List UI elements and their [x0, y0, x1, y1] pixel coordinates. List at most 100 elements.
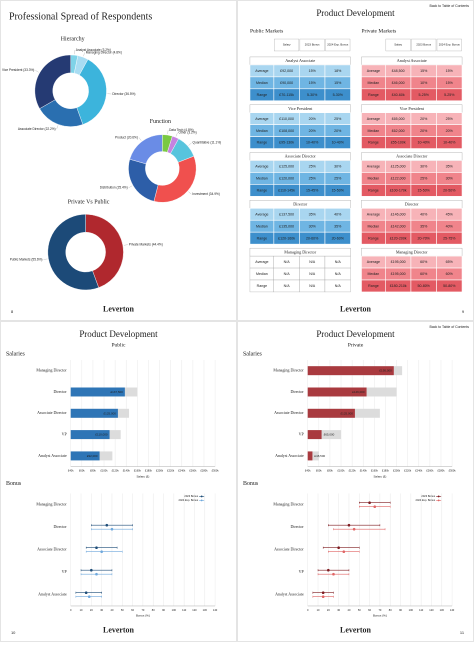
- cell-value: £135,000: [279, 224, 294, 228]
- cell-value: 35%: [334, 224, 342, 228]
- toc-link[interactable]: Back to Table of Contents: [430, 325, 470, 329]
- donut-slice: [154, 156, 196, 202]
- column-header: Salary: [283, 43, 291, 47]
- cell-value: 45%: [446, 212, 454, 216]
- bonus-dot: [368, 501, 371, 504]
- cell-value: 40%: [420, 212, 428, 216]
- x-tick-label: 80: [389, 608, 392, 612]
- value-label: £125,000: [341, 411, 354, 415]
- cell-value: £122,000: [391, 177, 406, 181]
- category-label: Director: [290, 389, 304, 394]
- x-tick-label: £180k: [145, 469, 153, 473]
- section-title: Salaries: [243, 351, 263, 357]
- x-axis-label: Salary (£): [136, 474, 149, 478]
- x-tick-label: £240k: [178, 469, 186, 473]
- page-title: Professional Spread of Respondents: [9, 11, 152, 22]
- x-tick-label: 120: [429, 608, 434, 612]
- donut-slice: [128, 159, 158, 201]
- row-label: Median: [256, 177, 268, 181]
- legend-dot: [201, 500, 203, 502]
- x-tick-label: 0: [70, 608, 72, 612]
- value-label: £92,000: [87, 454, 98, 458]
- row-label: Average: [367, 260, 380, 264]
- row-label: Average: [367, 117, 380, 121]
- x-tick-label: 50: [358, 608, 361, 612]
- cell-value: £142,000: [391, 224, 406, 228]
- cell-value: £92,000: [280, 69, 293, 73]
- x-tick-label: £200k: [393, 469, 401, 473]
- section-name: Associate Director: [285, 154, 317, 159]
- cell-value: 25%: [446, 117, 454, 121]
- x-tick-label: £60k: [79, 469, 85, 473]
- legend-label: 2024 Exp. Bonus: [416, 498, 436, 502]
- cell-value: 5-30%: [333, 93, 344, 97]
- x-tick-label: 60: [131, 608, 134, 612]
- cell-value: 5-25%: [444, 93, 455, 97]
- value-label: £125,000: [104, 411, 117, 415]
- salary-bar: [308, 430, 322, 439]
- x-tick-label: 110: [182, 608, 187, 612]
- cell-value: N/A: [284, 260, 291, 264]
- slice-label: Associate Director (22.2%): [18, 127, 56, 131]
- cell-value: N/A: [284, 272, 291, 276]
- cell-value: £125,000: [391, 165, 406, 169]
- x-tick-label: 70: [378, 608, 381, 612]
- page-canvas: Professional Spread of RespondentsHierar…: [1, 1, 237, 321]
- cell-value: 15%: [420, 69, 428, 73]
- x-tick-label: 100: [409, 608, 414, 612]
- slice-label: Other (3.2%): [179, 131, 197, 135]
- cell-value: 25%: [334, 117, 342, 121]
- slice-label: Vice President (33.3%): [2, 68, 34, 72]
- cell-value: 15%: [309, 69, 317, 73]
- cell-value: 15-50%: [332, 189, 345, 193]
- cell-value: 35%: [446, 165, 454, 169]
- cell-value: 40%: [446, 224, 454, 228]
- cell-value: N/A: [309, 284, 316, 288]
- toc-link[interactable]: Back to Table of Contents: [430, 4, 470, 8]
- cell-value: 50-80%: [418, 284, 431, 288]
- cell-value: N/A: [335, 284, 342, 288]
- cell-value: £40-60k: [392, 93, 405, 97]
- cell-value: 25%: [309, 165, 317, 169]
- footer-brand: Leverton: [340, 305, 371, 314]
- x-tick-label: 80: [152, 608, 155, 612]
- x-tick-label: £280k: [200, 469, 208, 473]
- cell-value: £146,000: [391, 212, 406, 216]
- bonus-dot: [95, 546, 98, 549]
- legend-label: 2023 Bonus: [421, 494, 435, 498]
- leader-line: [124, 245, 128, 246]
- category-label: Analyst Associate: [38, 592, 67, 597]
- x-tick-label: £160k: [371, 469, 379, 473]
- x-tick-label: £140k: [123, 469, 131, 473]
- section-name: Vice President: [288, 106, 313, 111]
- cell-value: 20%: [446, 129, 454, 133]
- category-label: Associate Director: [274, 547, 304, 552]
- section-name: Managing Director: [284, 249, 316, 254]
- x-tick-label: 0: [307, 608, 309, 612]
- row-label: Range: [257, 236, 268, 240]
- legend-dot: [438, 496, 440, 498]
- category-label: Director: [290, 524, 304, 529]
- legend-label: 2023 Bonus: [184, 494, 198, 498]
- cell-value: 15-45%: [306, 189, 319, 193]
- value-label: £48,500: [314, 454, 325, 458]
- slice-label: Managing Director (4.8%): [86, 50, 122, 54]
- footer-brand: Leverton: [340, 626, 371, 635]
- cell-value: 30%: [334, 165, 342, 169]
- slice-label: Private Markets (44.4%): [129, 242, 163, 246]
- row-label: Range: [368, 93, 379, 97]
- row-label: Median: [256, 224, 268, 228]
- section-name: Managing Director: [396, 249, 428, 254]
- category-label: Managing Director: [36, 368, 67, 373]
- x-tick-label: £220k: [404, 469, 412, 473]
- slice-label: Investment (34.9%): [192, 192, 220, 196]
- page-subtitle: Public: [112, 342, 127, 348]
- x-tick-label: £60k: [316, 469, 322, 473]
- cell-value: 20%: [420, 117, 428, 121]
- cell-value: 35%: [420, 224, 428, 228]
- section-name: Director: [293, 201, 308, 206]
